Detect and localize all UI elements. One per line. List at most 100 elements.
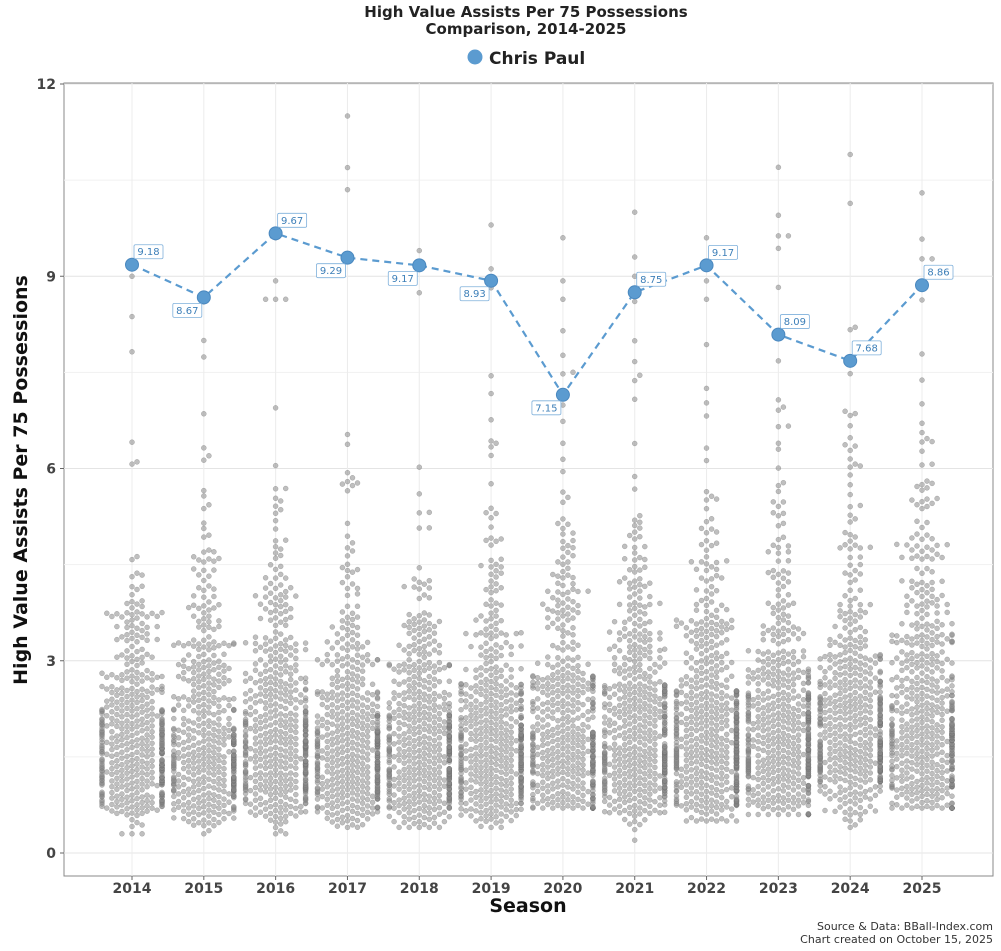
distribution-point-2023 — [760, 780, 767, 787]
distribution-point-2016 — [272, 756, 279, 762]
distribution-point-2014 — [144, 760, 150, 767]
distribution-point-2016 — [242, 716, 249, 723]
distribution-point-2023 — [805, 690, 812, 696]
distribution-point-2017 — [329, 793, 336, 800]
distribution-point-2017 — [344, 488, 351, 494]
distribution-point-2021 — [631, 486, 638, 492]
distribution-point-2022 — [723, 731, 730, 738]
distribution-point-2022 — [728, 785, 735, 791]
distribution-point-2019 — [503, 755, 509, 761]
distribution-point-2021 — [616, 785, 623, 791]
distribution-point-2020 — [570, 537, 576, 544]
distribution-point-2017 — [319, 694, 326, 701]
distribution-point-2022 — [708, 631, 715, 638]
distribution-point-2016 — [298, 675, 304, 682]
distribution-point-2020 — [555, 559, 561, 565]
distribution-point-2020 — [550, 738, 556, 745]
distribution-point-2022 — [678, 779, 685, 785]
distribution-point-2019 — [508, 757, 514, 764]
distribution-point-2016 — [293, 735, 299, 742]
distribution-point-2014 — [129, 757, 135, 764]
distribution-point-2019 — [488, 452, 494, 459]
distribution-point-2022 — [683, 740, 690, 746]
distribution-point-2021 — [652, 807, 658, 814]
distribution-point-2019 — [478, 815, 484, 822]
distribution-point-2018 — [421, 797, 428, 803]
distribution-point-2022 — [678, 689, 685, 696]
distribution-point-2015 — [180, 788, 187, 795]
distribution-point-2022 — [713, 663, 720, 669]
distribution-point-2018 — [386, 705, 393, 711]
distribution-point-2022 — [723, 664, 730, 671]
distribution-point-2015 — [196, 661, 202, 668]
distribution-point-2018 — [426, 711, 433, 717]
distribution-point-2017 — [329, 695, 336, 701]
distribution-point-2014 — [119, 708, 125, 714]
distribution-point-2016 — [272, 767, 279, 773]
distribution-point-2014 — [129, 726, 135, 732]
distribution-point-2018 — [386, 813, 393, 820]
distribution-point-2018 — [416, 290, 423, 296]
distribution-point-2015 — [216, 642, 222, 649]
distribution-point-2019 — [488, 702, 494, 709]
distribution-point-2016 — [282, 681, 289, 687]
distribution-point-2014 — [109, 778, 115, 784]
distribution-point-2015 — [201, 622, 207, 628]
distribution-point-2015 — [196, 776, 202, 782]
distribution-point-2020 — [565, 663, 571, 669]
distribution-point-2016 — [252, 716, 259, 723]
distribution-point-2023 — [805, 782, 812, 789]
distribution-point-2018 — [421, 726, 428, 733]
distribution-point-2018 — [391, 715, 397, 722]
distribution-point-2014 — [144, 631, 150, 637]
distribution-point-2016 — [267, 638, 274, 644]
distribution-point-2020 — [585, 748, 591, 755]
distribution-point-2023 — [775, 668, 782, 674]
distribution-point-2016 — [262, 662, 269, 668]
distribution-point-2014 — [134, 625, 140, 632]
distribution-point-2023 — [775, 739, 782, 745]
distribution-point-2022 — [713, 674, 720, 681]
distribution-point-2016 — [262, 705, 269, 712]
distribution-point-2020 — [550, 642, 556, 649]
distribution-point-2015 — [216, 787, 222, 793]
distribution-point-2019 — [508, 809, 514, 815]
distribution-point-2018 — [411, 814, 417, 821]
distribution-point-2017 — [324, 778, 331, 785]
distribution-point-2021 — [621, 799, 628, 806]
distribution-point-2022 — [718, 735, 725, 742]
distribution-point-2021 — [631, 569, 638, 575]
distribution-point-2018 — [401, 721, 407, 728]
distribution-point-2017 — [324, 790, 331, 797]
distribution-point-2016 — [257, 678, 264, 684]
distribution-point-2014 — [154, 674, 160, 681]
distribution-point-2021 — [637, 616, 643, 623]
distribution-point-2022 — [678, 683, 685, 689]
distribution-point-2019 — [473, 698, 479, 704]
distribution-point-2021 — [606, 701, 613, 708]
distribution-point-2016 — [262, 772, 269, 778]
distribution-point-2022 — [713, 642, 720, 648]
distribution-point-2022 — [698, 779, 705, 786]
distribution-point-2017 — [359, 720, 366, 726]
distribution-point-2019 — [493, 796, 499, 803]
distribution-point-2017 — [354, 781, 361, 787]
x-tick-label-2024: 2024 — [831, 881, 870, 897]
distribution-point-2019 — [488, 770, 494, 777]
distribution-point-2023 — [795, 797, 802, 804]
distribution-point-2023 — [790, 751, 797, 758]
distribution-point-2015 — [196, 691, 202, 697]
distribution-point-2017 — [359, 749, 366, 755]
distribution-point-2016 — [262, 754, 269, 760]
distribution-point-2014 — [149, 734, 155, 740]
distribution-point-2016 — [287, 763, 294, 769]
distribution-point-2017 — [319, 780, 326, 787]
distribution-point-2016 — [267, 810, 274, 817]
distribution-point-2016 — [257, 601, 264, 607]
distribution-point-2022 — [708, 493, 715, 500]
distribution-point-2023 — [770, 682, 777, 689]
distribution-point-2021 — [631, 669, 638, 675]
distribution-point-2017 — [359, 789, 366, 795]
distribution-point-2016 — [293, 813, 299, 819]
distribution-point-2022 — [708, 516, 715, 522]
